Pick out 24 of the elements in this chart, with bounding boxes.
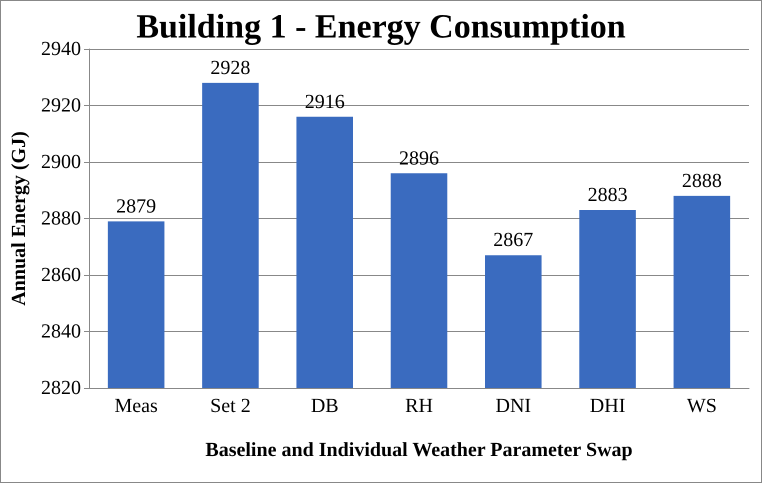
x-tick-label: WS <box>686 395 717 417</box>
data-label: 2928 <box>210 56 250 79</box>
x-tick-label: Meas <box>114 395 158 417</box>
chart-title: Building 1 - Energy Consumption <box>136 8 626 46</box>
x-tick-label: Set 2 <box>210 395 251 417</box>
data-label: 2883 <box>588 184 628 206</box>
data-label: 2888 <box>682 170 722 192</box>
data-label: 2916 <box>304 90 345 113</box>
y-tick-label: 2860 <box>41 264 81 286</box>
y-tick-label: 2900 <box>41 151 81 173</box>
y-tick-label: 2920 <box>41 94 81 116</box>
x-tick-label: DHI <box>590 395 626 417</box>
y-tick-label: 2820 <box>41 377 81 399</box>
y-axis-title: Annual Energy (GJ) <box>8 131 30 306</box>
data-label: 2896 <box>399 147 439 170</box>
y-tick-label: 2840 <box>41 320 81 342</box>
y-tick-label: 2940 <box>41 38 81 60</box>
x-tick-label: DB <box>310 395 339 417</box>
x-tick-label: RH <box>405 395 433 417</box>
x-axis-title: Baseline and Individual Weather Parameter Swap <box>205 439 633 461</box>
data-label: 2879 <box>116 195 156 218</box>
data-label: 2867 <box>493 229 534 252</box>
y-tick-label: 2880 <box>41 208 81 230</box>
x-tick-label: DNI <box>496 395 532 417</box>
